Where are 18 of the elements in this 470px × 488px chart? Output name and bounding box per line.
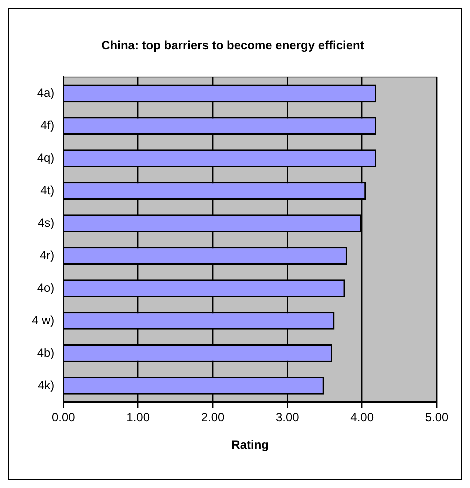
y-tick-label: 4q) xyxy=(37,150,55,165)
y-tick-label: 4 w) xyxy=(32,313,55,328)
y-tick-label: 4k) xyxy=(38,378,55,392)
y-tick-label: 4r) xyxy=(40,248,55,262)
x-tick-label: 1.00 xyxy=(126,410,150,425)
chart-title: China: top barriers to become energy efficient xyxy=(102,38,364,53)
x-tick-label: 3.00 xyxy=(276,410,300,425)
x-axis-title: Rating xyxy=(232,438,270,452)
y-tick-label: 4s) xyxy=(38,216,55,230)
y-tick-label: 4a) xyxy=(37,86,55,100)
x-tick-label: 2.00 xyxy=(201,410,226,425)
y-tick-label: 4o) xyxy=(37,280,55,295)
x-tick-label: 5.00 xyxy=(425,410,449,425)
y-tick-label: 4t) xyxy=(40,183,55,198)
x-tick-label: 4.00 xyxy=(350,410,374,425)
y-tick-label: 4b) xyxy=(37,346,55,360)
y-tick-label: 4f) xyxy=(40,118,55,132)
x-tick-label: 0.00 xyxy=(52,410,76,425)
